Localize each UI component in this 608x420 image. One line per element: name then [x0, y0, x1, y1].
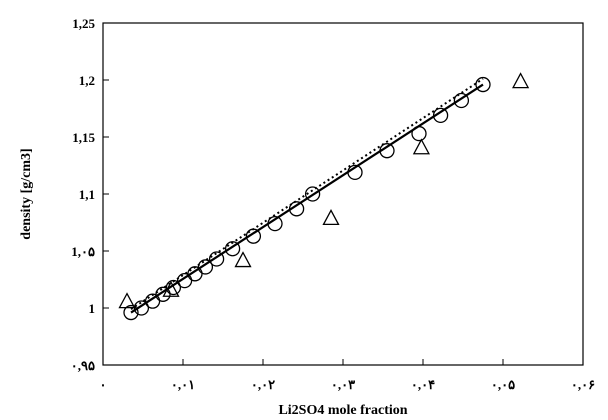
- data-points: [118, 72, 530, 321]
- circle-marker: [304, 186, 321, 202]
- circle-marker: [288, 201, 305, 217]
- x-tick-label: ٠,٠١: [171, 377, 195, 392]
- x-tick-label: ٠,٠۴: [411, 377, 435, 392]
- triangle-marker: [234, 251, 252, 268]
- plot-area: [102, 22, 584, 366]
- circle-marker: [224, 241, 241, 257]
- circle-marker: [245, 228, 262, 244]
- circle-marker: [197, 259, 214, 275]
- y-tick-label: 1: [89, 301, 96, 316]
- x-tick-label: ٠,٠۶: [571, 377, 595, 392]
- x-tick-label: ٠,٠۵: [491, 377, 515, 392]
- circle-marker: [475, 76, 491, 93]
- x-tick-label: ٠: [100, 377, 107, 392]
- circle-marker: [379, 143, 395, 159]
- axes: ٠,٩۵ 1 1,٠۵ 1,1 1,15 1,2 1,25 ٠ ٠,٠١ ٠,٠٢ ٠,٠٣ ٠,٠۴…: [71, 16, 595, 392]
- x-axis-title: Li2SO4 mole fraction: [278, 403, 407, 418]
- y-tick-label: 1,15: [72, 130, 95, 145]
- y-tick-label: 1,1: [79, 187, 95, 202]
- triangle-marker: [162, 280, 180, 297]
- y-tick-label: 1,٠۵: [71, 244, 95, 259]
- triangle-marker: [412, 138, 430, 155]
- x-tick-label: ٠,٠٢: [251, 377, 275, 392]
- circle-marker: [411, 125, 427, 142]
- circle-marker: [432, 107, 449, 123]
- circle-marker: [267, 215, 283, 232]
- triangle-marker: [512, 72, 530, 89]
- x-tick-label: ٠,٠٣: [331, 377, 355, 392]
- y-tick-label: 1,2: [79, 73, 95, 88]
- dotted-fit-line: [130, 78, 484, 310]
- y-tick-label: 1,25: [72, 16, 95, 31]
- triangle-marker: [118, 292, 136, 309]
- circle-marker: [453, 92, 470, 109]
- circle-marker: [123, 304, 139, 321]
- circle-marker: [165, 279, 182, 296]
- y-tick-label: ٠,٩۵: [71, 358, 95, 373]
- circle-marker: [208, 251, 225, 267]
- y-axis-title: density [g/cm3]: [19, 148, 34, 239]
- triangle-marker: [322, 209, 340, 226]
- circle-marker: [347, 164, 363, 180]
